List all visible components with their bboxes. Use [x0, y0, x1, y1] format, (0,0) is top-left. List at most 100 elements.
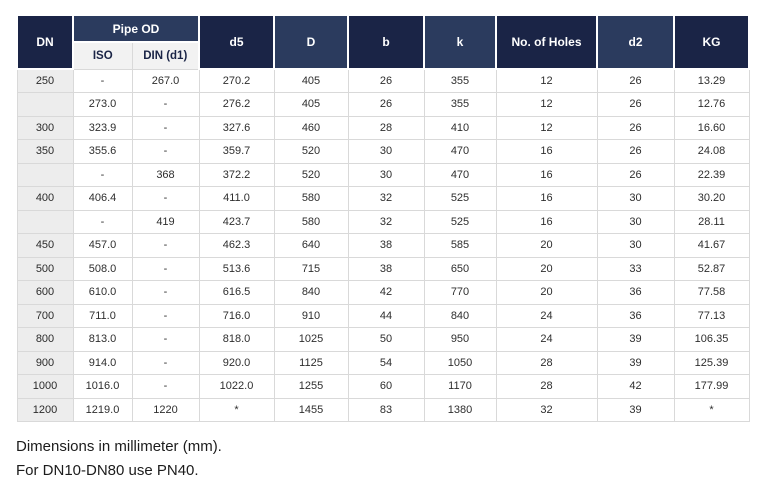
note-units: Dimensions in millimeter (mm).	[16, 438, 222, 455]
dimensions-table: DN Pipe OD d5 D b k No. of Holes d2 KG I…	[16, 14, 750, 422]
cell-d5: 818.0	[198, 327, 275, 352]
cell-holes: 16	[495, 139, 598, 164]
cell-kg: 177.99	[673, 374, 750, 399]
cell-iso: -	[72, 209, 133, 234]
cell-kg: 13.29	[673, 68, 750, 93]
header-b: b	[347, 14, 425, 70]
header-holes: No. of Holes	[495, 14, 598, 70]
header-k: k	[423, 14, 497, 70]
header-D: D	[273, 14, 349, 70]
cell-kg: 12.76	[673, 92, 750, 117]
cell-D: 1455	[273, 397, 349, 422]
cell-dn: 350	[16, 139, 74, 164]
subheader-din: DIN (d1)	[131, 41, 200, 70]
cell-iso: 711.0	[72, 303, 133, 328]
cell-din: -	[131, 350, 200, 375]
cell-holes: 12	[495, 68, 598, 93]
table-row: 1200 1219.0 1220 * 1455 83 1380 32 39 *	[16, 397, 750, 422]
cell-holes: 28	[495, 350, 598, 375]
cell-b: 38	[347, 233, 425, 258]
cell-D: 910	[273, 303, 349, 328]
cell-dn	[16, 209, 74, 234]
cell-din: -	[131, 280, 200, 305]
cell-kg: 16.60	[673, 115, 750, 140]
table-row: 500 508.0-513.6 715 38 650 20 33 52.87	[16, 256, 750, 281]
cell-d5: *	[198, 397, 275, 422]
table-row: -419 423.7 580 32 525 16 30 28.11	[16, 209, 750, 234]
cell-kg: 30.20	[673, 186, 750, 211]
cell-b: 30	[347, 139, 425, 164]
cell-kg: 106.35	[673, 327, 750, 352]
cell-holes: 24	[495, 327, 598, 352]
cell-holes: 16	[495, 162, 598, 187]
cell-d2: 36	[596, 280, 675, 305]
cell-d5: 359.7	[198, 139, 275, 164]
cell-b: 60	[347, 374, 425, 399]
cell-iso: 355.6	[72, 139, 133, 164]
cell-dn: 1200	[16, 397, 74, 422]
cell-holes: 16	[495, 186, 598, 211]
cell-k: 770	[423, 280, 497, 305]
cell-k: 650	[423, 256, 497, 281]
cell-dn: 900	[16, 350, 74, 375]
cell-kg: 28.11	[673, 209, 750, 234]
cell-d5: 513.6	[198, 256, 275, 281]
cell-d2: 39	[596, 350, 675, 375]
cell-D: 640	[273, 233, 349, 258]
cell-holes: 16	[495, 209, 598, 234]
cell-dn: 600	[16, 280, 74, 305]
cell-d2: 26	[596, 115, 675, 140]
cell-din: -	[131, 327, 200, 352]
cell-d2: 36	[596, 303, 675, 328]
cell-k: 355	[423, 92, 497, 117]
cell-D: 1125	[273, 350, 349, 375]
cell-d5: 920.0	[198, 350, 275, 375]
cell-dn: 500	[16, 256, 74, 281]
cell-k: 470	[423, 162, 497, 187]
cell-d2: 30	[596, 233, 675, 258]
cell-d5: 423.7	[198, 209, 275, 234]
cell-dn	[16, 92, 74, 117]
cell-k: 525	[423, 209, 497, 234]
header-kg: KG	[673, 14, 750, 70]
cell-dn: 250	[16, 68, 74, 93]
cell-b: 30	[347, 162, 425, 187]
table-row: 250-267.0 270.2 405 26 355 12 26 13.29	[16, 68, 750, 93]
cell-holes: 12	[495, 92, 598, 117]
cell-b: 32	[347, 209, 425, 234]
cell-k: 1380	[423, 397, 497, 422]
cell-d2: 26	[596, 139, 675, 164]
cell-D: 405	[273, 92, 349, 117]
cell-dn	[16, 162, 74, 187]
cell-d2: 26	[596, 68, 675, 93]
cell-k: 585	[423, 233, 497, 258]
cell-iso: 508.0	[72, 256, 133, 281]
cell-kg: *	[673, 397, 750, 422]
cell-kg: 77.58	[673, 280, 750, 305]
subheader-iso: ISO	[72, 41, 133, 70]
cell-kg: 22.39	[673, 162, 750, 187]
cell-din: -	[131, 233, 200, 258]
cell-D: 580	[273, 209, 349, 234]
cell-D: 520	[273, 139, 349, 164]
cell-dn: 450	[16, 233, 74, 258]
table-row: 1000 1016.0-1022.0 1255 60 1170 28 42 177.99	[16, 374, 750, 399]
cell-b: 42	[347, 280, 425, 305]
cell-dn: 300	[16, 115, 74, 140]
cell-dn: 400	[16, 186, 74, 211]
cell-kg: 24.08	[673, 139, 750, 164]
table-header: DN Pipe OD d5 D b k No. of Holes d2 KG I…	[16, 14, 750, 70]
cell-holes: 24	[495, 303, 598, 328]
cell-din: 368	[131, 162, 200, 187]
cell-din: -	[131, 139, 200, 164]
note-pn-rating: For DN10-DN80 use PN40.	[16, 462, 199, 479]
cell-k: 525	[423, 186, 497, 211]
cell-d2: 42	[596, 374, 675, 399]
cell-din: 267.0	[131, 68, 200, 93]
cell-d2: 26	[596, 92, 675, 117]
cell-kg: 41.67	[673, 233, 750, 258]
table-row: 300 323.9-327.6 460 28 410 12 26 16.60	[16, 115, 750, 140]
cell-b: 26	[347, 92, 425, 117]
cell-din: -	[131, 115, 200, 140]
